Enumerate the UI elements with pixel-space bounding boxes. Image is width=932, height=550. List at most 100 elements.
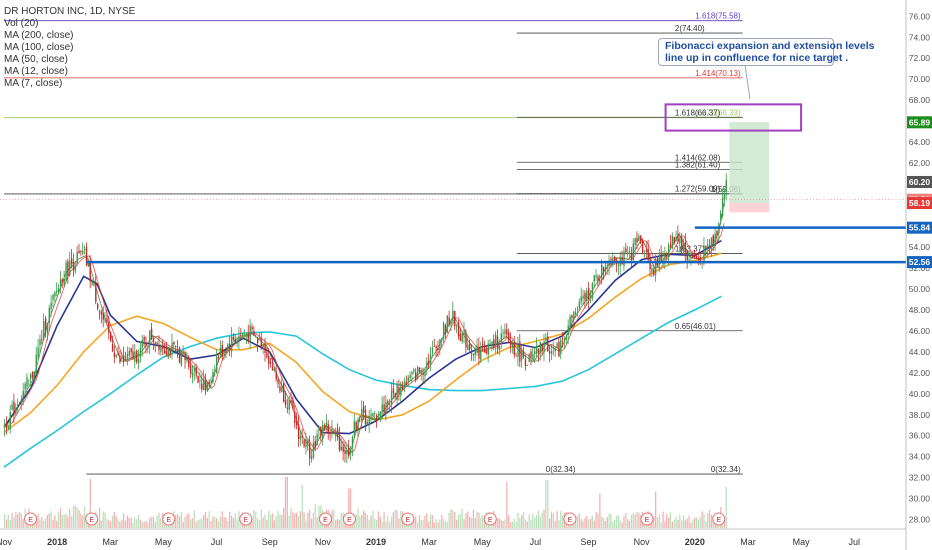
candle-body	[320, 426, 322, 437]
candle-body	[481, 344, 484, 345]
candle-body	[264, 343, 266, 353]
candle-body	[78, 250, 80, 253]
candle-body	[381, 404, 383, 411]
candle-body	[480, 346, 482, 360]
candle-body	[560, 339, 562, 355]
candle-body	[684, 242, 687, 253]
x-axis: Nov 2018 Mar May Jul Sep Nov 2019 Mar May Jul Sep No…	[0, 528, 906, 547]
x-tick-label: Nov	[0, 537, 12, 547]
candle-body	[426, 361, 428, 370]
volume-bar	[232, 518, 235, 528]
volume-bar	[281, 514, 283, 528]
candle-body	[627, 251, 629, 253]
candle-body	[390, 390, 393, 405]
volume-bar	[128, 518, 130, 528]
candle-body	[327, 424, 330, 433]
volume-bar	[675, 516, 677, 528]
volume-bar	[48, 513, 50, 528]
candle-body	[630, 253, 633, 260]
volume-bar	[623, 515, 625, 528]
candle-body	[654, 258, 657, 275]
candle-body	[163, 349, 166, 354]
candle-body	[158, 344, 160, 350]
candle-body	[284, 399, 287, 405]
volume-bar	[707, 513, 709, 528]
candle-body	[403, 381, 406, 389]
volume-bar	[229, 511, 231, 528]
candle-body	[113, 352, 116, 358]
candle-body	[545, 338, 547, 342]
candle-body	[686, 250, 688, 261]
candle-body	[117, 352, 119, 356]
volume-bar	[225, 517, 227, 528]
volume-bar	[139, 519, 142, 528]
volume-bar	[175, 514, 177, 528]
volume-bar	[294, 513, 296, 528]
volume-bar	[608, 513, 610, 528]
volume-bar	[470, 518, 473, 528]
volume-bar	[349, 488, 352, 528]
volume-bar	[424, 515, 426, 528]
volume-bar	[524, 519, 527, 528]
legend-item-ma7: MA (7, close)	[4, 78, 63, 89]
candle-body	[13, 401, 15, 416]
volume-bar	[695, 517, 698, 528]
candle-body	[457, 322, 460, 337]
candle-body	[342, 446, 344, 452]
candle-body	[534, 351, 536, 354]
price-tag	[907, 256, 932, 269]
candle-body	[641, 240, 644, 253]
fibonacci-levels: 1.618(75.58) 2(74.40) 1.414(70.13) 1.272(66…	[4, 12, 743, 475]
candle-body	[314, 441, 317, 448]
candle-body	[400, 383, 402, 396]
candle-body	[279, 386, 281, 391]
volume-bar	[5, 519, 8, 528]
price-tag	[907, 116, 932, 129]
volume-bar	[385, 521, 387, 528]
candle-body	[22, 390, 24, 397]
volume-bar	[379, 516, 381, 528]
candle-body	[424, 370, 426, 377]
volume-bar	[552, 513, 554, 528]
volume-bar	[545, 480, 547, 528]
volume-bar	[602, 518, 605, 528]
candle-body	[309, 443, 311, 459]
candle-body	[240, 335, 242, 337]
candle-body	[43, 321, 45, 340]
earnings-marker-label: E	[243, 517, 248, 524]
candle-body	[173, 341, 175, 345]
candle-body	[137, 358, 140, 364]
annotation-callout[interactable]: Fibonacci expansion and extension levels…	[658, 38, 874, 66]
candle-body	[195, 367, 197, 376]
fib-label-12: 0(32.34)	[711, 465, 741, 474]
volume-bar	[288, 515, 290, 528]
candle-body	[705, 246, 707, 249]
volume-bar	[547, 480, 549, 528]
volume-bar	[273, 520, 275, 528]
earnings-marker	[563, 512, 577, 526]
candle-body	[160, 346, 162, 352]
volume-bar	[359, 516, 361, 528]
candle-body	[234, 339, 237, 343]
candle-body	[640, 235, 642, 244]
volume-bar	[416, 522, 419, 528]
candle-body	[548, 351, 551, 354]
candle-body	[415, 372, 417, 381]
candle-body	[563, 339, 566, 341]
candle-body	[370, 414, 372, 417]
volume-bar	[506, 481, 508, 528]
earnings-marker-label: E	[28, 517, 33, 524]
candle-body	[666, 253, 668, 258]
volume-bar	[338, 519, 341, 528]
candle-body	[18, 404, 21, 406]
candle-body	[493, 339, 495, 348]
volume-bar	[456, 519, 458, 528]
volume-bar	[22, 519, 24, 528]
candle-body	[46, 324, 49, 334]
volume-bar	[197, 519, 199, 528]
candle-body	[710, 237, 713, 250]
candle-body	[31, 371, 34, 378]
volume-bar	[316, 517, 318, 528]
confluence-box	[664, 103, 803, 132]
